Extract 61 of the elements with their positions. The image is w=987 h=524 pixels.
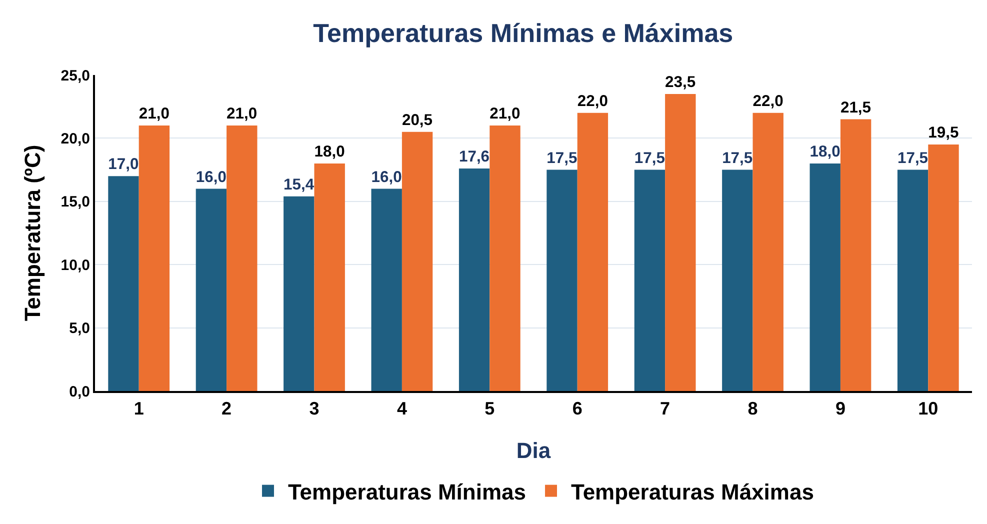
bar	[314, 163, 345, 391]
data-label: 17,5	[634, 150, 666, 167]
bar	[226, 126, 258, 391]
legend-label: Temperaturas Mínimas	[288, 479, 526, 504]
y-tick-label: 20,0	[60, 130, 90, 148]
bar	[752, 112, 784, 391]
x-tick-label: 3	[309, 398, 320, 419]
x-tick-label: 10	[918, 398, 938, 419]
chart-title: Temperaturas Mínimas e Máximas	[313, 18, 734, 48]
data-label: 17,5	[546, 150, 578, 167]
bar	[722, 170, 753, 391]
legend-label: Temperaturas Máximas	[571, 479, 814, 504]
x-tick-label: 5	[484, 398, 495, 419]
data-label: 18,0	[314, 144, 346, 161]
data-label: 22,0	[577, 92, 608, 110]
x-tick-label: 9	[835, 398, 846, 419]
bar	[458, 168, 490, 391]
x-tick-label: 8	[748, 398, 758, 419]
y-tick-label: 5,0	[69, 320, 90, 338]
data-label: 15,4	[284, 176, 314, 194]
data-label: 17,5	[897, 150, 928, 167]
y-tick-label: 25,0	[60, 67, 90, 84]
x-tick-label: 1	[134, 398, 144, 419]
y-tick-label: 0,0	[69, 383, 90, 400]
bar	[577, 112, 608, 391]
data-label: 21,0	[138, 106, 170, 123]
data-label: 17,6	[458, 148, 490, 166]
bar	[634, 170, 666, 391]
x-tick-label: 2	[222, 398, 232, 419]
data-label: 21,5	[840, 99, 872, 116]
bar	[490, 126, 520, 391]
data-label: 21,0	[490, 106, 521, 123]
data-label: 17,0	[108, 156, 139, 174]
data-label: 16,0	[371, 168, 402, 186]
bar	[108, 176, 139, 391]
bar	[402, 132, 433, 391]
data-label: 16,0	[196, 168, 227, 186]
bar	[196, 188, 227, 391]
x-axis-title: Dia	[516, 438, 552, 463]
x-tick-label: 7	[660, 398, 670, 419]
y-axis-title: Temperatura (ºC)	[20, 144, 45, 322]
bar	[665, 94, 696, 391]
bar	[897, 170, 928, 391]
x-tick-label: 6	[572, 398, 582, 419]
bar	[138, 126, 170, 391]
y-tick-label: 15,0	[60, 194, 90, 211]
data-label: 20,5	[402, 112, 433, 129]
bar	[284, 196, 314, 391]
data-label: 17,5	[722, 150, 753, 167]
bar	[840, 119, 872, 391]
data-label: 22,0	[752, 92, 784, 110]
bar	[928, 144, 959, 391]
y-tick-label: 10,0	[60, 256, 90, 274]
data-label: 23,5	[665, 74, 696, 92]
data-label: 18,0	[810, 144, 841, 161]
bar	[810, 163, 840, 391]
bar	[371, 188, 402, 391]
x-tick-label: 4	[396, 398, 407, 419]
bar	[546, 170, 578, 391]
data-label: 19,5	[928, 124, 960, 142]
data-label: 21,0	[226, 106, 258, 123]
